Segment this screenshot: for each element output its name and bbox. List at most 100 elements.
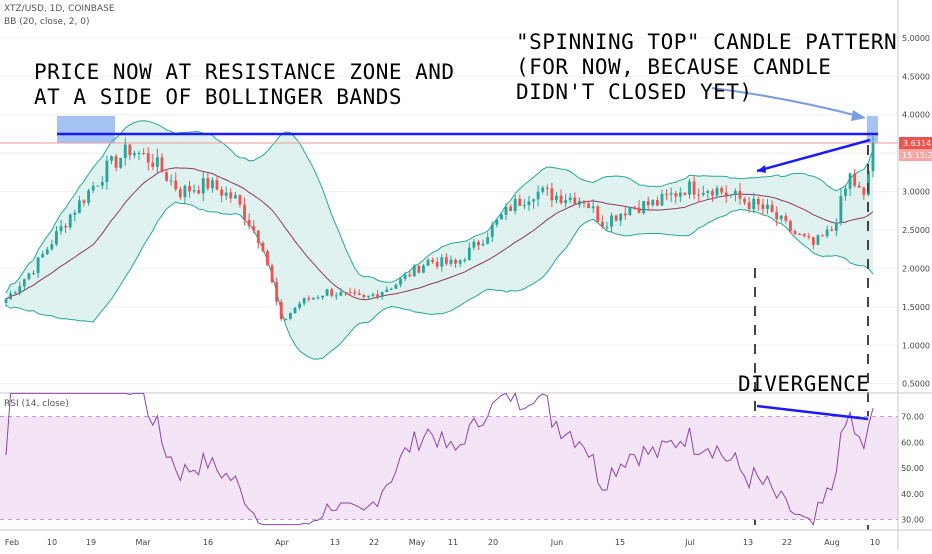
candle-body [628,207,632,216]
candle-body [477,241,480,246]
candle-body [587,203,591,209]
price-tick-label: 3.0000 [902,188,930,197]
candle-body [637,207,641,214]
candle-body [366,295,370,298]
candle-body [591,206,595,209]
candle-body [756,198,760,205]
price-tag-bg [899,137,932,149]
candle-body [577,200,581,205]
candle-body [412,265,416,277]
candle-body [59,225,63,232]
candle-body [550,188,554,201]
candle-body [527,201,531,205]
time-tick-label: 11 [448,538,458,547]
candle-body [266,250,269,266]
candle-body [733,190,737,195]
candle-body [211,180,214,189]
candle-body [50,244,54,250]
candle-body [536,191,540,200]
candle-body [504,206,508,215]
candle-body [839,195,843,223]
candle-body [100,182,104,186]
candle-body [399,278,402,285]
candle-body [660,193,664,206]
candle-body [564,200,568,204]
time-tick-label: 16 [203,538,213,547]
candle-body [142,152,146,154]
candle-body [41,253,45,258]
candle-body [353,292,357,294]
candle-body [426,259,430,266]
candle-body [431,259,435,263]
candle-body [490,224,494,238]
candle-body [114,156,118,168]
candle-body [752,198,756,209]
time-tick-label: 10 [47,538,57,547]
candle-body [435,262,439,267]
rsi-divergence-line [756,404,869,421]
candle-body [798,233,802,235]
candle-body [206,178,210,189]
candle-body [711,190,714,196]
time-tick-label: 22 [369,538,379,547]
candle-body [830,229,834,231]
candle-body [13,292,17,294]
candle-body [857,185,861,188]
candle-body [183,185,187,198]
bb-fill [6,120,873,360]
candle-body [146,153,150,163]
candle-body [674,193,678,197]
candle-body [110,156,113,161]
price-tick-label: 4.5000 [902,72,930,81]
candle-body [747,202,751,209]
candle-body [188,185,191,192]
annotation-spinning-top: "SPINNING TOP" CANDLE PATTERN (FOR NOW, … [516,30,898,104]
candle-body [27,273,31,280]
countdown-tag-bg [899,149,932,161]
candle-body [137,152,141,154]
candle-body [697,194,701,196]
candle-body [665,193,668,195]
candle-body [472,241,476,248]
candle-body [848,173,852,189]
candle-body [766,204,769,209]
candle-body [288,313,292,319]
candle-body [444,257,448,264]
candle-body [720,188,724,193]
time-tick-label: 22 [782,538,792,547]
candle-body [555,195,558,201]
candle-body [302,298,306,304]
candle-body [541,187,545,192]
candle-body [389,288,393,290]
candle-body [619,213,623,221]
candle-body [784,215,788,221]
candle-body [64,225,68,228]
candle-body [279,301,283,320]
candle-body [311,297,315,300]
rsi-tick-label: 60.00 [901,438,924,447]
candle-body [77,200,81,213]
bb-upper-band [5,120,874,294]
candle-body [573,197,577,205]
candle-body [568,197,572,201]
candle-body [532,199,535,202]
price-tick-label: 5.0000 [902,34,930,43]
candle-body [169,180,173,182]
candle-body [321,295,324,298]
candle-body [486,237,490,244]
candle-body [96,185,100,187]
candle-body [422,265,425,273]
time-tick-label: 13 [743,538,753,547]
candle-body [779,215,783,220]
candle-body [22,279,26,287]
candle-body [545,187,549,189]
candle-body [243,204,246,220]
candle-body [775,212,779,220]
rsi-tick-label: 50.00 [901,464,924,473]
candle-body [330,289,334,296]
candle-body [316,297,320,299]
candle-body [32,272,35,274]
candle-body [224,192,228,196]
